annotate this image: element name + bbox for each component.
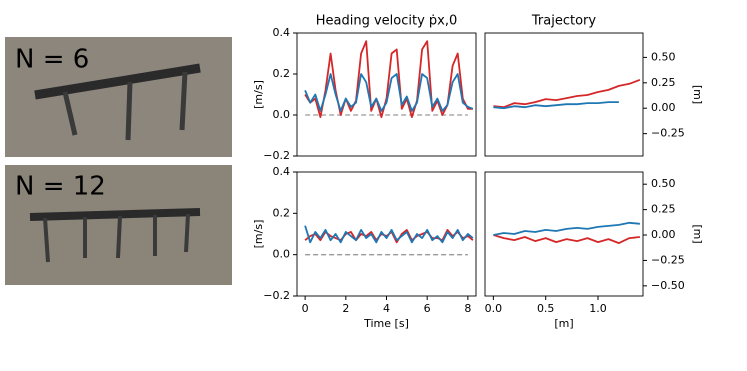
y-tick-label: 0.00 [651, 228, 676, 241]
y-axis-label: [m] [691, 85, 704, 104]
series-line [493, 221, 640, 236]
y-tick-label: 0.4 [273, 165, 291, 178]
x-axis-label: [m] [554, 317, 573, 330]
y-tick-label: 0.4 [273, 26, 291, 39]
y-tick-label: −0.25 [651, 127, 685, 140]
robot-legs [43, 213, 190, 263]
y-tick-label: 0.00 [651, 101, 676, 114]
plot-frame [296, 32, 477, 157]
series-line [304, 225, 474, 244]
plot-frame [296, 171, 477, 297]
y-tick-label: 0.0 [273, 248, 291, 261]
series-line [304, 73, 474, 112]
y-tick-label: 0.2 [273, 67, 291, 80]
x-tick-label: 4 [383, 302, 390, 315]
y-tick-label: −0.50 [651, 279, 685, 292]
photo-label: N = 6 [15, 45, 89, 75]
x-tick-label: 2 [342, 302, 349, 315]
x-tick-label: 8 [464, 302, 471, 315]
y-axis-label: [m/s] [252, 80, 265, 109]
y-tick-label: 0.50 [651, 50, 676, 63]
x-tick-label: 0.5 [537, 302, 555, 315]
photo-n6: N = 6 [5, 37, 232, 157]
y-tick-label: 0.0 [273, 108, 291, 121]
y-axis-label: [m] [691, 224, 704, 243]
y-tick-label: 0.25 [651, 76, 676, 89]
y-tick-label: 0.50 [651, 177, 676, 190]
y-tick-label: 0.2 [273, 206, 291, 219]
plot-frame [484, 171, 644, 297]
series-line [493, 101, 619, 110]
chart-title: Trajectory [531, 14, 596, 29]
plot-frame [484, 32, 644, 157]
photo-n12: N = 12 [5, 165, 232, 285]
y-axis-label: [m/s] [252, 220, 265, 249]
chart-title: Heading velocity ṗx,0 [316, 14, 458, 29]
series-line [493, 78, 641, 109]
robot-body [34, 63, 201, 100]
series-line [493, 234, 640, 244]
photo-label: N = 12 [15, 172, 106, 202]
x-tick-label: 0.0 [485, 302, 503, 315]
x-tick-label: 6 [424, 302, 431, 315]
x-axis-label: Time [s] [363, 317, 409, 330]
y-tick-label: 0.25 [651, 203, 676, 216]
x-tick-label: 0 [302, 302, 309, 315]
x-tick-label: 1.0 [589, 302, 607, 315]
y-tick-label: −0.25 [651, 253, 685, 266]
robot-legs [62, 71, 188, 141]
y-tick-label: −0.2 [263, 149, 290, 162]
robot-body [29, 208, 201, 221]
y-tick-label: −0.2 [263, 289, 290, 302]
series-line [304, 40, 473, 118]
